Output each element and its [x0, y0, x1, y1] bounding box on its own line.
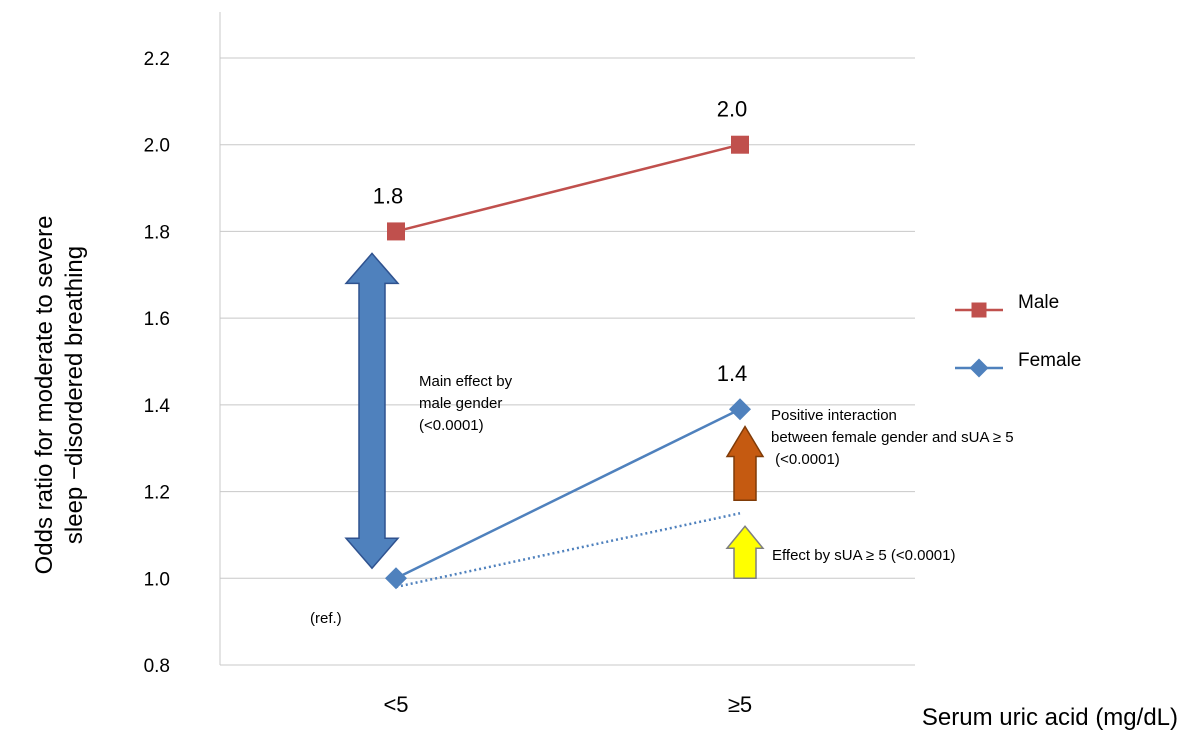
y-tick-label: 2.0 — [144, 136, 170, 157]
legend-marker — [969, 358, 989, 378]
main-effect-label-line: Main effect by — [419, 373, 513, 390]
interaction-label-line: Positive interaction — [771, 407, 897, 424]
y-tick-label: 1.2 — [144, 483, 170, 504]
interaction-label: Positive interaction between female gende… — [771, 407, 1014, 468]
marker-male — [731, 135, 749, 154]
x-axis-categories: <5 ≥5 — [383, 692, 752, 717]
data-label: 1.8 — [373, 183, 404, 208]
series-lines — [395, 143, 741, 589]
series-markers — [385, 135, 751, 590]
y-tick-label: 1.8 — [144, 222, 170, 243]
ref-label: (ref.) — [310, 610, 342, 627]
main-effect-label: Main effect by male gender (<0.0001) — [419, 373, 513, 434]
marker-female — [385, 567, 407, 590]
y-tick-label: 1.6 — [144, 309, 170, 330]
data-label: 2.0 — [717, 97, 748, 122]
y-tick-label: 1.4 — [144, 396, 171, 417]
x-tick-label: <5 — [383, 692, 408, 717]
marker-male — [387, 222, 405, 241]
legend-label: Female — [1018, 350, 1081, 371]
y-axis-ticks: 0.8 1.0 1.2 1.4 1.6 1.8 2.0 2.2 — [144, 49, 171, 677]
series-line-male — [395, 143, 741, 233]
main-effect-label-line: male gender — [419, 395, 502, 412]
interaction-label-line: (<0.0001) — [771, 451, 840, 468]
x-axis-title: Serum uric acid (mg/dL) — [922, 704, 1178, 731]
data-label: 1.4 — [717, 361, 748, 386]
interaction-label-line: between female gender and sUA ≥ 5 — [771, 429, 1014, 446]
y-axis-title: Odds ratio for moderate to severe sleep −… — [31, 216, 88, 575]
y-tick-label: 2.2 — [144, 49, 170, 70]
legend-label: Male — [1018, 292, 1059, 313]
x-tick-label: ≥5 — [728, 692, 752, 717]
marker-female — [729, 398, 751, 421]
y-axis-title-line: Odds ratio for moderate to severe — [31, 216, 58, 575]
main-effect-label-line: (<0.0001) — [419, 417, 484, 434]
expected-female-line — [395, 512, 741, 589]
main-effect-arrow — [344, 252, 400, 570]
y-axis-title-line: sleep −disordered breathing — [61, 246, 88, 544]
interaction-arrow — [725, 425, 765, 501]
data-labels: 1.8 2.0 1.4 — [373, 97, 748, 386]
legend: Male Female — [955, 292, 1081, 378]
sua-effect-label: Effect by sUA ≥ 5 (<0.0001) — [772, 547, 955, 564]
gridlines — [219, 12, 915, 666]
y-tick-label: 0.8 — [144, 656, 170, 677]
effect-arrows — [344, 252, 765, 580]
annotations: Main effect by male gender (<0.0001)Positi… — [310, 373, 1014, 627]
y-tick-label: 1.0 — [144, 569, 170, 590]
sua-effect-arrow — [725, 525, 765, 580]
series-line-female — [395, 408, 741, 580]
legend-marker — [971, 302, 987, 318]
